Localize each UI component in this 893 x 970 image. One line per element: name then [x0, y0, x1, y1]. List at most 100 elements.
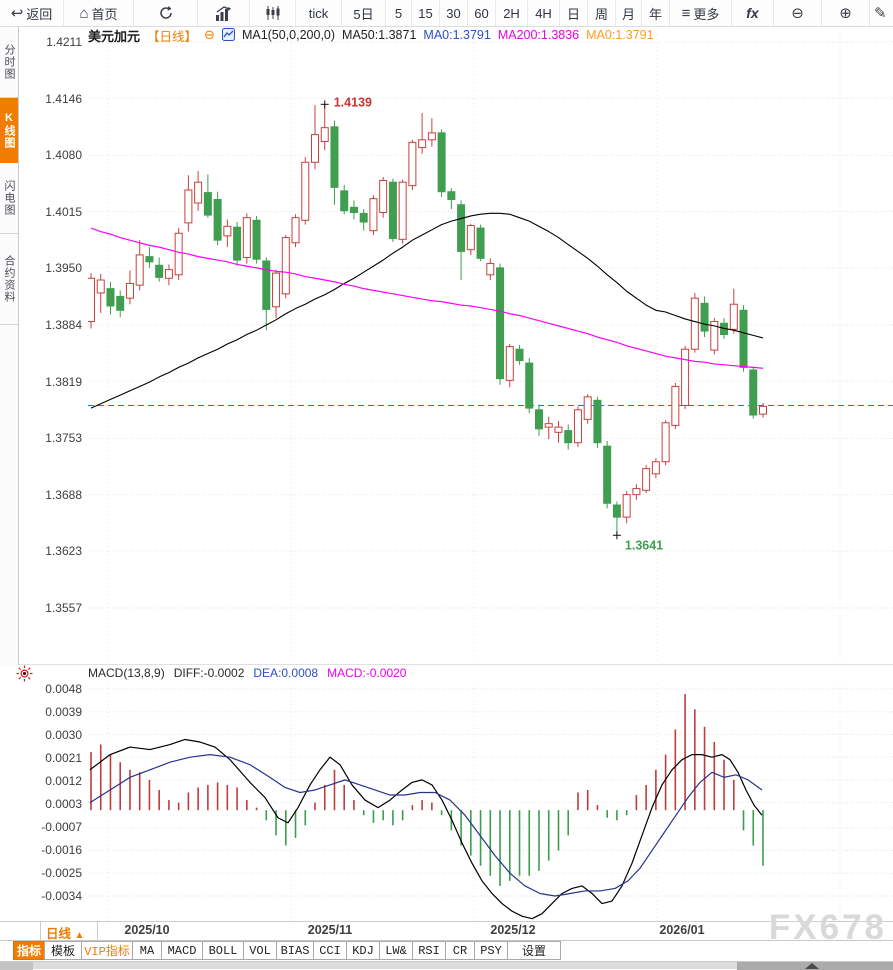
interval-tick[interactable]: tick	[296, 0, 342, 26]
refresh-button[interactable]	[134, 0, 198, 26]
indicator-fx-button[interactable]: fx	[732, 0, 774, 26]
interval-4h[interactable]: 4H	[528, 0, 560, 26]
x-axis-label: 2025/10	[124, 923, 170, 937]
interval-5d[interactable]: 5日	[342, 0, 386, 26]
more-menu-button-label: 更多	[693, 6, 720, 22]
ma0-blue-value: MA0:1.3791	[423, 28, 491, 42]
macd-macd-value: MACD:-0.0020	[327, 666, 407, 680]
macd-formula: MACD(13,8,9)	[88, 666, 165, 680]
candlestick-icon	[266, 6, 279, 20]
indicator-tab-KDJ[interactable]: KDJ	[346, 941, 380, 960]
indicator-tab-指标[interactable]: 指标	[13, 941, 45, 960]
ma0-orange-value: MA0:1.3791	[586, 28, 654, 42]
indicator-tab-VOL[interactable]: VOL	[243, 941, 277, 960]
zoom-in-button-icon: ⊕	[839, 4, 852, 22]
interval-30m-label: 30	[446, 5, 461, 21]
bottom-scrollbar[interactable]	[0, 961, 893, 970]
macd-tick-label: 0.0039	[45, 705, 82, 719]
price-tick-label: 1.3557	[45, 601, 82, 615]
svg-text:1.4139: 1.4139	[334, 95, 372, 109]
indicator-tab-PSY[interactable]: PSY	[474, 941, 508, 960]
interval-day[interactable]: 日	[560, 0, 588, 26]
ma200-value: MA200:1.3836	[497, 28, 580, 42]
sidebar-tab-3[interactable]: 闪电图	[0, 163, 18, 234]
interval-5m[interactable]: 5	[386, 0, 412, 26]
interval-2h[interactable]: 2H	[496, 0, 528, 26]
macd-tick-label: 0.0048	[45, 682, 82, 696]
interval-60m[interactable]: 60	[468, 0, 496, 26]
tabs-row-top-border	[0, 940, 893, 941]
indicator-tab-BIAS[interactable]: BIAS	[276, 941, 314, 960]
interval-15m-label: 15	[418, 5, 433, 21]
interval-week-label: 周	[594, 6, 608, 22]
zoom-in-button[interactable]: ⊕	[822, 0, 870, 26]
macd-chart-canvas[interactable]	[88, 684, 893, 922]
indicator-tab-BOLL[interactable]: BOLL	[202, 941, 244, 960]
interval-tick-label: tick	[308, 5, 329, 21]
candlestick-chart-canvas[interactable]: 1.4139 1.3641	[88, 35, 893, 660]
indicator-tab-VIP指标[interactable]: VIP指标	[81, 941, 133, 960]
brand-watermark: FX678	[768, 908, 887, 947]
sidebar-tab-1[interactable]: 分时图	[0, 27, 18, 98]
ma-settings: MA1(50,0,200,0)	[241, 28, 336, 42]
symbol-name: 美元加元	[88, 28, 141, 44]
pane-divider[interactable]	[0, 664, 893, 665]
indicator-tab-RSI[interactable]: RSI	[412, 941, 446, 960]
indicator-tab-CCI[interactable]: CCI	[313, 941, 347, 960]
ma50-value: MA50:1.3871	[342, 28, 417, 42]
interval-30m[interactable]: 30	[440, 0, 468, 26]
scrollbar-up-arrow-icon[interactable]	[805, 963, 819, 969]
price-chart-header: 美元加元 【日线】 ⊖ MA1(50,0,200,0) MA50:1.3871 …	[88, 27, 654, 44]
interval-day-label: 日	[566, 6, 580, 22]
more-menu-button[interactable]: ≡ 更多	[670, 0, 732, 26]
home-button[interactable]: ⌂ 首页	[64, 0, 134, 26]
macd-tick-label: -0.0007	[41, 820, 82, 834]
indicator-tab-LW&[interactable]: LW&	[379, 941, 413, 960]
interval-5m-label: 5	[394, 5, 403, 21]
zoom-out-button[interactable]: ⊖	[774, 0, 822, 26]
period-selector[interactable]: 日线 ▲	[46, 923, 84, 942]
price-tick-label: 1.4015	[45, 204, 82, 219]
interval-2h-label: 2H	[503, 5, 520, 21]
scrollbar-left-segment[interactable]	[0, 962, 33, 970]
period-selector-label: 日线	[46, 927, 72, 941]
volume-chart-button[interactable]	[198, 0, 250, 26]
macd-dea-value: DEA:0.0008	[253, 666, 319, 680]
indicator-tab-MA[interactable]: MA	[132, 941, 162, 960]
interval-year-label: 年	[648, 6, 662, 22]
collapse-icon[interactable]: ⊖	[204, 27, 215, 42]
axis-row-top-border	[0, 921, 893, 922]
indicator-tab-MACD[interactable]: MACD	[161, 941, 203, 960]
price-tick-label: 1.3688	[45, 487, 82, 502]
interval-5d-label: 5日	[353, 6, 374, 22]
interval-week[interactable]: 周	[588, 0, 616, 26]
price-tick-label: 1.3623	[45, 544, 82, 559]
interval-4h-label: 4H	[535, 5, 552, 21]
interval-year[interactable]: 年	[642, 0, 670, 26]
svg-text:1.3641: 1.3641	[625, 538, 663, 552]
price-tick-label: 1.4080	[45, 148, 82, 163]
indicator-tab-设置[interactable]: 设置	[507, 941, 561, 960]
interval-15m[interactable]: 15	[412, 0, 440, 26]
sidebar-tab-2[interactable]: K线图	[0, 98, 18, 163]
fx-icon: fx	[746, 5, 759, 21]
draw-pencil-button[interactable]: ✎	[870, 0, 890, 26]
period-selector-arrow-icon: ▲	[74, 930, 85, 941]
refresh-icon	[159, 5, 172, 19]
interval-month-label: 月	[621, 6, 635, 22]
price-tick-label: 1.3884	[45, 318, 82, 332]
indicator-tab-模板[interactable]: 模板	[44, 941, 82, 960]
indicator-settings-sun-icon[interactable]	[16, 665, 33, 687]
back-button[interactable]: ↩ 返回	[0, 0, 64, 26]
sidebar-tab-4[interactable]: 合约资料	[0, 234, 18, 325]
draw-pencil-button-icon: ✎	[874, 4, 887, 22]
macd-diff-value: DIFF:-0.0002	[173, 666, 245, 680]
mini-chart-icon	[221, 28, 235, 42]
x-axis-label: 2026/01	[659, 923, 705, 937]
candle-chart-button[interactable]	[250, 0, 296, 26]
interval-month[interactable]: 月	[616, 0, 642, 26]
indicator-tab-CR[interactable]: CR	[445, 941, 475, 960]
macd-tick-label: -0.0034	[41, 889, 82, 903]
price-tick-label: 1.4211	[46, 35, 82, 49]
macd-tick-label: 0.0021	[45, 751, 82, 765]
